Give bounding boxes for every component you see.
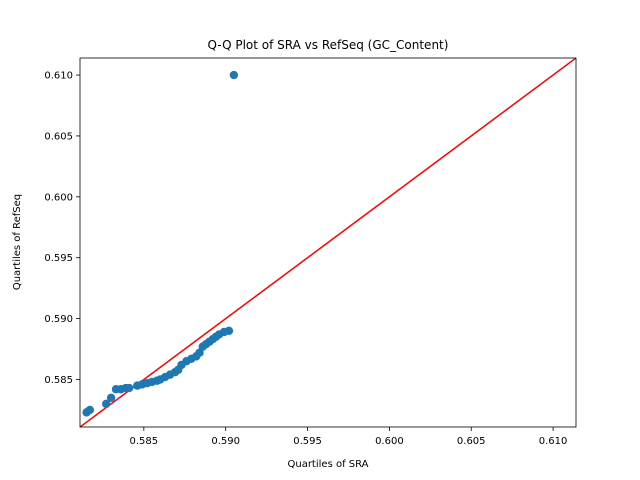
y-tick-label: 0.595 [44, 253, 73, 264]
x-tick-label: 0.600 [375, 436, 404, 447]
data-point [229, 70, 239, 80]
y-axis-label: Quartiles of RefSeq [12, 194, 23, 290]
x-tick-label: 0.595 [293, 436, 322, 447]
x-tick-label: 0.610 [539, 436, 568, 447]
plot-area: 0.585 0.590 0.595 0.600 0.605 0.610 0.585 0.590… [44, 57, 577, 447]
axes-frame [79, 57, 577, 428]
x-axis-label: Quartiles of SRA [287, 459, 368, 470]
data-point [85, 405, 95, 415]
x-tick-label: 0.585 [130, 436, 159, 447]
x-tick-label: 0.605 [457, 436, 486, 447]
y-tick-label: 0.610 [44, 71, 73, 82]
data-point [101, 399, 111, 409]
data-point [224, 326, 234, 335]
x-tick-label: 0.590 [211, 436, 240, 447]
data-point [106, 393, 116, 402]
y-tick-label: 0.600 [44, 192, 73, 203]
y-tick-label: 0.585 [44, 375, 73, 386]
chart-title: Q-Q Plot of SRA vs RefSeq (GC_Content) [208, 38, 449, 52]
y-tick-label: 0.605 [44, 131, 73, 142]
reference-line [80, 58, 576, 427]
y-tick-label: 0.590 [44, 314, 73, 325]
data-point [124, 383, 134, 393]
